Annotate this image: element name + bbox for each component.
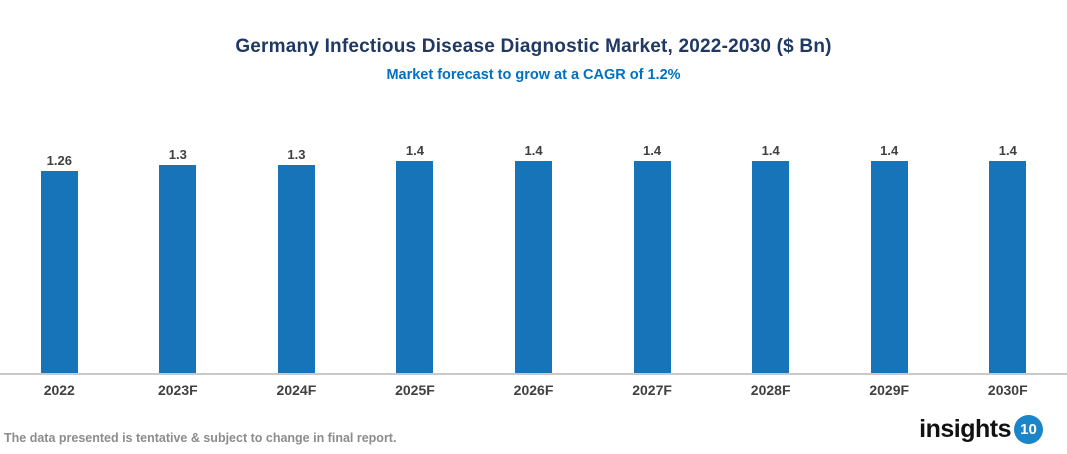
x-axis-label-2030F: 2030F bbox=[987, 382, 1028, 398]
x-axis-label-2023F: 2023F bbox=[157, 382, 198, 398]
bar-group-2026F: 1.4 bbox=[474, 143, 593, 373]
bar-group-2028F: 1.4 bbox=[711, 143, 830, 373]
bar-2029F bbox=[870, 161, 908, 373]
chart-subtitle: Market forecast to grow at a CAGR of 1.2… bbox=[386, 67, 681, 83]
bar-group-2024F: 1.3 bbox=[237, 143, 356, 373]
x-axis: 2022 2023F 2024F 2025F 2026F 2027F 2028F 2029F 2… bbox=[0, 373, 1067, 398]
bar-2030F bbox=[989, 161, 1027, 373]
bar-group-2025F: 1.4 bbox=[356, 143, 475, 373]
bar-group-2030F: 1.4 bbox=[949, 143, 1067, 373]
chart-title: Germany Infectious Disease Diagnostic Ma… bbox=[235, 36, 832, 57]
disclaimer-text: The data presented is tentative & subjec… bbox=[4, 431, 397, 445]
x-axis-label-2025F: 2025F bbox=[395, 382, 435, 398]
bar-2025F bbox=[396, 161, 434, 373]
insights10-logo: insights 10 bbox=[919, 415, 1043, 444]
bar-2022 bbox=[40, 171, 78, 373]
bar-value-label: 1.26 bbox=[46, 153, 72, 169]
bar-value-label: 1.3 bbox=[287, 147, 306, 162]
chart-header: Germany Infectious Disease Diagnostic Ma… bbox=[0, 36, 1067, 83]
bar-group-2027F: 1.4 bbox=[593, 143, 712, 373]
logo-text: insights bbox=[919, 415, 1011, 443]
bar-value-label: 1.4 bbox=[524, 143, 543, 158]
x-axis-label-2022: 2022 bbox=[43, 382, 75, 398]
bar-2026F bbox=[515, 161, 553, 373]
bar-chart: 1.26 1.3 1.3 1.4 1.4 1.4 1.4 1.4 1.4 2022 2023F 20… bbox=[0, 143, 1067, 398]
bar-2024F bbox=[277, 165, 315, 373]
x-axis-label-2024F: 2024F bbox=[276, 382, 317, 398]
bar-value-label: 1.4 bbox=[405, 143, 424, 158]
bar-value-label: 1.4 bbox=[998, 143, 1017, 158]
bar-group-2022: 1.26 bbox=[0, 143, 119, 373]
x-axis-label-2028F: 2028F bbox=[750, 382, 791, 398]
logo-badge: 10 bbox=[1014, 415, 1043, 444]
plot-area: 1.26 1.3 1.3 1.4 1.4 1.4 1.4 1.4 1.4 bbox=[0, 143, 1067, 373]
bar-group-2029F: 1.4 bbox=[830, 143, 949, 373]
x-axis-label-2027F: 2027F bbox=[632, 382, 672, 398]
bar-2028F bbox=[752, 161, 790, 373]
x-axis-label-2026F: 2026F bbox=[513, 382, 554, 398]
bar-value-label: 1.4 bbox=[880, 143, 899, 158]
bar-value-label: 1.3 bbox=[168, 147, 187, 162]
bar-2023F bbox=[159, 165, 197, 373]
bar-2027F bbox=[633, 161, 671, 373]
x-axis-label-2029F: 2029F bbox=[869, 382, 910, 398]
bar-value-label: 1.4 bbox=[761, 143, 780, 158]
bar-value-label: 1.4 bbox=[643, 143, 662, 158]
bar-group-2023F: 1.3 bbox=[119, 143, 238, 373]
